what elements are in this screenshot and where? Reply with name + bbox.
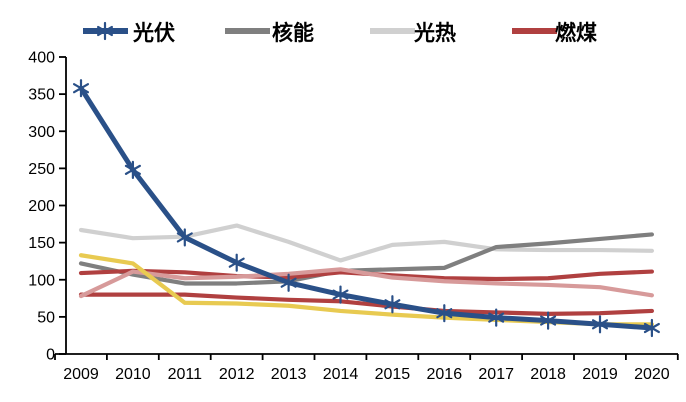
- series-pink-unlabeled-line: [78, 267, 655, 299]
- series-pv-marker: [228, 253, 245, 272]
- series-pv-marker: [124, 160, 141, 179]
- x-tick-label: 2020: [634, 366, 670, 383]
- x-tick-label: 2012: [219, 366, 255, 383]
- series-pv-marker: [591, 315, 609, 334]
- legend-item-solar-thermal: 光热: [370, 21, 456, 45]
- series-nuclear-line: [78, 232, 655, 286]
- x-tick-label: 2009: [63, 366, 99, 383]
- y-tick-label: 400: [28, 50, 55, 67]
- chart-legend: 光伏 核能 光热 燃煤: [83, 21, 597, 45]
- y-tick-label: 300: [28, 124, 55, 141]
- y-tick-label: 100: [28, 272, 55, 289]
- series-pv-marker: [436, 304, 453, 323]
- x-tick-label: 2014: [323, 366, 359, 383]
- y-tick-label: 150: [28, 235, 55, 252]
- legend-label-nuclear: 核能: [272, 21, 314, 45]
- legend-item-nuclear: 核能: [225, 21, 314, 45]
- legend-label-coal: 燃煤: [555, 21, 597, 45]
- legend-label-pv: 光伏: [132, 21, 175, 45]
- x-tick-label: 2018: [530, 366, 566, 383]
- x-tick-label: 2019: [582, 366, 618, 383]
- y-tick-label: 0: [46, 347, 55, 364]
- x-tick-label: 2010: [115, 366, 151, 383]
- series-pv-marker: [72, 79, 90, 98]
- legend-item-coal: 燃煤: [512, 21, 597, 45]
- series-pv-marker: [488, 308, 505, 327]
- y-tick-label: 250: [28, 161, 55, 178]
- legend-item-pv: 光伏: [83, 21, 175, 45]
- series-pv-marker: [540, 311, 557, 330]
- legend-label-solar-thermal: 光热: [413, 21, 456, 45]
- y-tick-label: 200: [28, 198, 55, 215]
- y-tick-label: 50: [37, 309, 55, 326]
- x-tick-label: 2013: [271, 366, 307, 383]
- series-pv-marker: [332, 285, 349, 304]
- x-tick-label: 2017: [478, 366, 514, 383]
- y-tick-label: 350: [28, 87, 55, 104]
- legend-marker-pv: [96, 21, 114, 41]
- series-pv-line: [78, 85, 655, 331]
- chart-series: [72, 79, 660, 338]
- chart-axes: 0 50 100 150 200 250 300 350 400 2009 2010 2011 2012…: [28, 50, 679, 383]
- x-tick-label: 2016: [427, 366, 463, 383]
- series-solar-thermal-line: [78, 223, 655, 263]
- x-tick-label: 2015: [375, 366, 411, 383]
- series-pv-marker: [384, 295, 401, 314]
- x-tick-label: 2011: [168, 366, 203, 383]
- series-pv-marker: [176, 228, 193, 247]
- series-pv-marker: [280, 273, 297, 292]
- series-pv-marker: [643, 318, 660, 338]
